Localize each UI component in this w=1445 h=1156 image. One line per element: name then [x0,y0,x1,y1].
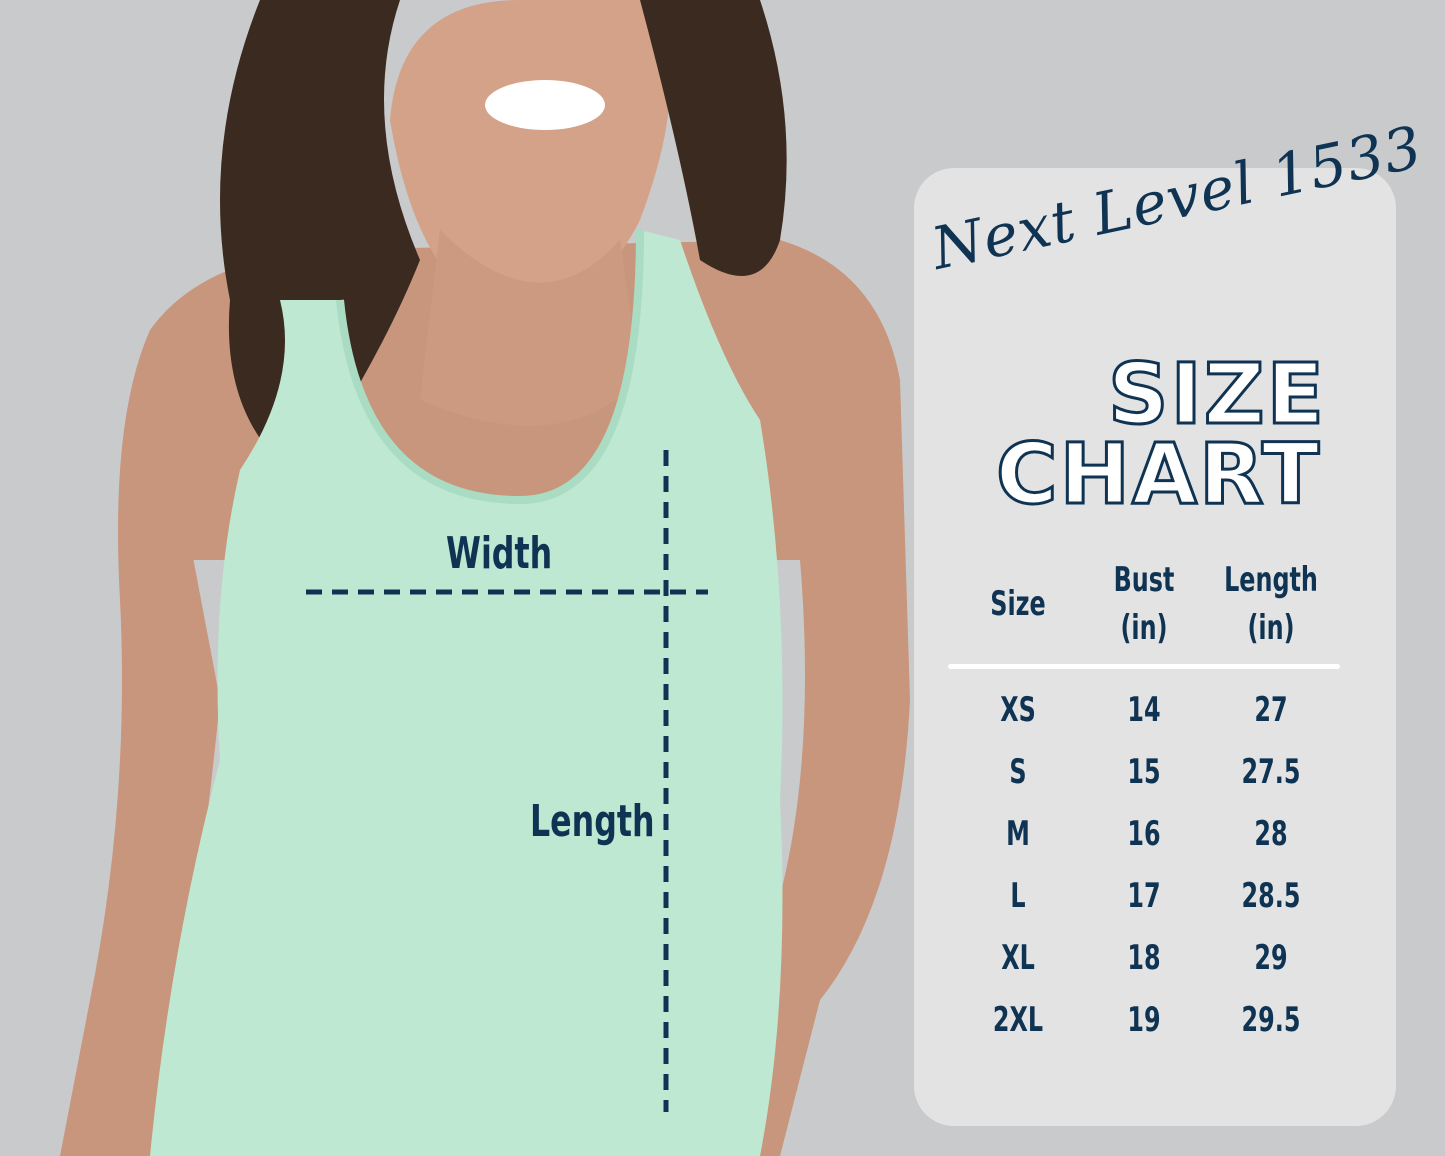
column-header: (in) [1120,608,1168,648]
table-cell: XL [1001,938,1035,978]
table-cell: 18 [1127,938,1161,978]
table-cell: L [1010,876,1026,916]
table-cell: 29.5 [1241,1000,1301,1040]
table-cell: 14 [1127,690,1161,730]
title-size: SIZE [1106,345,1327,443]
size-chart-card [914,168,1396,1126]
table-cell: 2XL [992,1000,1044,1040]
table-cell: 17 [1127,876,1161,916]
table-cell: 19 [1127,1000,1161,1040]
column-header: Bust [1113,560,1175,600]
table-cell: 27.5 [1241,752,1301,792]
table-cell: 28 [1254,814,1288,854]
length-label: Length [530,796,655,847]
column-header: Length [1224,560,1318,600]
table-cell: 28.5 [1241,876,1301,916]
width-label: Width [446,528,553,579]
table-cell: S [1009,752,1027,792]
table-cell: 15 [1127,752,1161,792]
column-header: Size [990,584,1046,624]
title-chart: CHART [994,425,1322,523]
table-cell: 27 [1254,690,1288,730]
table-cell: M [1006,814,1030,854]
table-cell: 16 [1127,814,1161,854]
header-divider [948,664,1340,669]
column-header: (in) [1247,608,1295,648]
table-cell: 29 [1254,938,1288,978]
table-cell: XS [1000,690,1036,730]
